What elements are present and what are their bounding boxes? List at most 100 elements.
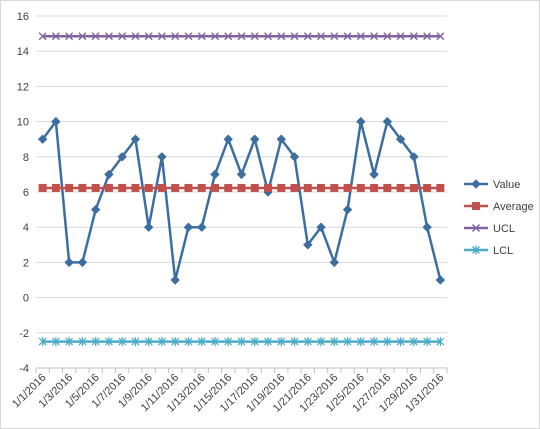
data-point-ucl (91, 32, 100, 41)
data-point-lcl (38, 337, 47, 347)
legend-item-average: Average (464, 201, 534, 213)
data-point-value (51, 116, 61, 127)
data-point-value (395, 134, 406, 144)
y-tick-label: 12 (17, 81, 29, 93)
series-ucl (38, 32, 445, 41)
data-point-ucl (131, 32, 140, 41)
legend-marker-lcl (472, 245, 480, 255)
data-point-average (91, 183, 100, 192)
data-point-average (370, 183, 379, 192)
data-point-lcl (370, 337, 379, 347)
data-point-ucl (65, 32, 74, 41)
data-point-value (90, 204, 101, 215)
data-point-lcl (224, 337, 233, 347)
data-point-value (236, 169, 247, 180)
data-point-lcl (330, 337, 339, 347)
data-point-lcl (65, 337, 74, 347)
data-point-average (277, 183, 286, 192)
data-point-lcl (118, 337, 127, 347)
data-point-average (290, 183, 299, 192)
data-point-average (51, 183, 60, 192)
y-tick-label: 4 (23, 222, 29, 234)
data-point-value (210, 169, 220, 180)
data-point-lcl (144, 337, 153, 347)
data-point-ucl (317, 32, 326, 41)
data-point-average (118, 183, 127, 192)
y-tick-label: -4 (19, 363, 29, 375)
legend-item-value: Value (464, 179, 520, 191)
data-point-value (77, 257, 88, 268)
data-point-value (289, 152, 300, 162)
legend-item-lcl: LCL (464, 245, 513, 257)
data-point-value (342, 204, 353, 215)
data-point-value (143, 222, 154, 232)
data-point-lcl (157, 337, 166, 347)
data-point-value (197, 222, 207, 232)
data-point-average (396, 183, 405, 192)
data-point-average (144, 183, 153, 192)
data-point-value (422, 222, 432, 232)
data-point-average (237, 183, 246, 192)
y-tick-label: 16 (17, 11, 29, 23)
data-point-ucl (356, 32, 365, 41)
data-point-average (171, 183, 180, 192)
data-point-lcl (131, 337, 140, 347)
data-point-ucl (171, 32, 180, 41)
data-point-value (369, 169, 379, 180)
data-point-average (197, 183, 206, 192)
data-point-value (223, 134, 233, 144)
data-point-average (104, 183, 113, 192)
data-point-ucl (423, 32, 432, 41)
data-point-ucl (210, 32, 219, 41)
data-point-ucl (51, 32, 60, 41)
series-average (38, 183, 445, 192)
gridlines (36, 15, 447, 369)
data-point-ucl (383, 32, 392, 41)
data-point-lcl (250, 337, 259, 347)
data-point-ucl (396, 32, 405, 41)
data-point-lcl (104, 337, 113, 347)
legend-label-value: Value (493, 179, 520, 191)
data-point-value (435, 275, 446, 285)
legend: Value Average UCL LCL (464, 179, 534, 257)
y-tick-label: 14 (17, 46, 29, 58)
y-tick-label: -2 (19, 328, 29, 340)
data-point-lcl (396, 337, 405, 347)
data-point-ucl (118, 32, 127, 41)
data-point-value (130, 134, 141, 144)
data-point-ucl (250, 32, 259, 41)
y-tick-label: 8 (23, 152, 29, 164)
data-point-ucl (224, 32, 233, 41)
data-point-average (343, 183, 352, 192)
data-point-ucl (144, 32, 153, 41)
data-point-ucl (409, 32, 418, 41)
data-point-ucl (343, 32, 352, 41)
data-point-ucl (157, 32, 166, 41)
series-line-value (41, 120, 442, 282)
data-point-value (117, 152, 127, 162)
data-point-value (356, 116, 366, 127)
data-point-average (65, 183, 74, 192)
data-point-value (276, 134, 286, 144)
data-point-lcl (211, 337, 219, 347)
data-point-average (423, 183, 432, 192)
data-point-average (210, 183, 219, 192)
data-point-ucl (330, 32, 339, 41)
data-point-value (157, 152, 167, 162)
data-point-lcl (409, 337, 418, 347)
data-point-ucl (38, 32, 47, 41)
data-point-average (409, 183, 418, 192)
data-point-average (78, 183, 87, 192)
data-point-ucl (290, 32, 299, 41)
data-point-lcl (184, 337, 193, 347)
data-point-lcl (290, 337, 299, 347)
legend-label-average: Average (493, 201, 534, 213)
data-point-average (184, 183, 193, 192)
legend-marker-average (472, 202, 480, 210)
data-point-ucl (78, 32, 87, 41)
data-point-ucl (184, 32, 193, 41)
data-point-value (329, 257, 340, 268)
data-point-lcl (171, 337, 180, 347)
data-point-value (250, 134, 260, 144)
